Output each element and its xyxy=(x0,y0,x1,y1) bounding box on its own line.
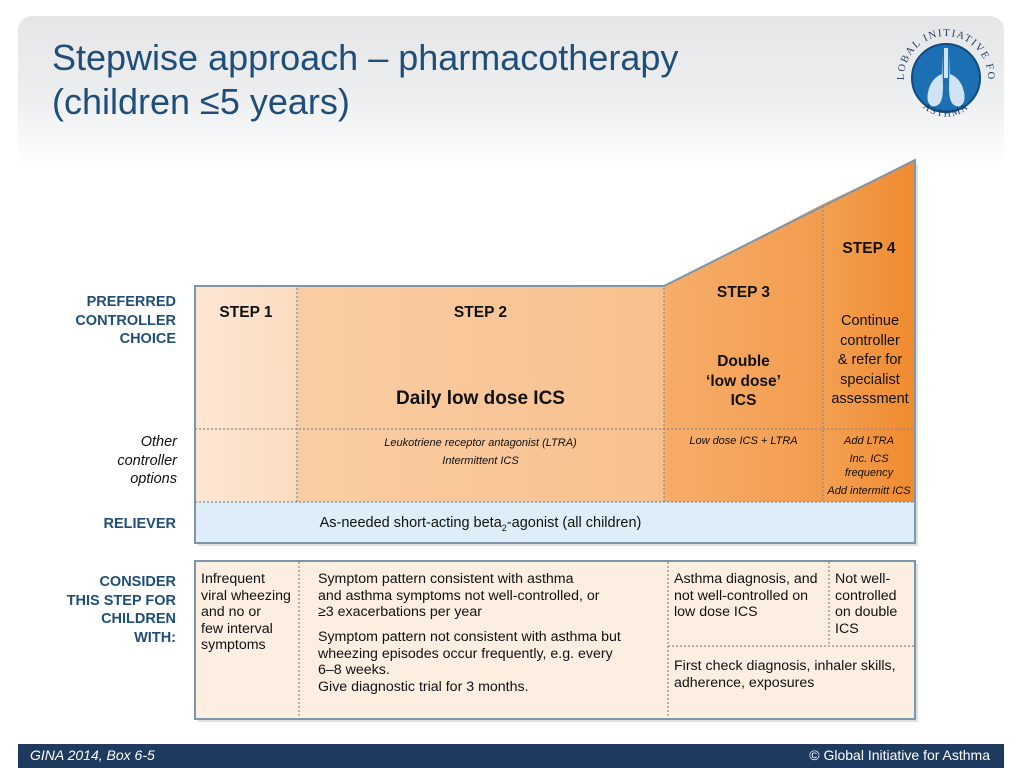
title-line-2: (children ≤5 years) xyxy=(52,81,350,122)
step3-column xyxy=(664,204,823,502)
label-line: controller xyxy=(117,452,177,469)
footer-source: GINA 2014, Box 6-5 xyxy=(30,747,155,763)
text-line: low dose ICS xyxy=(674,604,758,620)
consider-step4: Not well- controlled on double ICS xyxy=(835,571,915,637)
text-line: Symptom pattern consistent with asthma xyxy=(318,571,574,587)
footer-bar: GINA 2014, Box 6-5 © Global Initiative f… xyxy=(18,744,1004,768)
label-line: THIS STEP FOR xyxy=(66,592,176,609)
consider-step2-b: Symptom pattern not consistent with asth… xyxy=(318,629,663,695)
label-line: CHOICE xyxy=(119,331,176,347)
step2-other-options: Leukotriene receptor antagonist (LTRA) I… xyxy=(297,434,664,470)
text-line: on double xyxy=(835,604,898,620)
text-line: specialist xyxy=(840,371,900,388)
step3-heading: STEP 3 xyxy=(716,284,771,301)
text-line: Leukotriene receptor antagonist (LTRA) xyxy=(384,437,577,449)
consider-step2-a: Symptom pattern consistent with asthma a… xyxy=(318,571,663,621)
label-consider: CONSIDER THIS STEP FOR CHILDREN WITH: xyxy=(40,573,176,647)
label-other-controller: Other controller options xyxy=(40,433,177,489)
text-line: not well-controlled on xyxy=(674,587,809,604)
text-line: Intermittent ICS xyxy=(442,455,519,467)
reliever-subscript: 2 xyxy=(501,522,507,533)
text-line: 6–8 weeks. xyxy=(318,662,390,678)
label-preferred-controller: PREFERRED CONTROLLER CHOICE xyxy=(40,293,176,349)
text-line: Asthma diagnosis, and xyxy=(674,571,818,587)
text-line: Add LTRA xyxy=(844,435,894,447)
text-line: Continue xyxy=(840,313,900,329)
label-reliever: RELIEVER xyxy=(103,516,176,532)
reliever-text-main: As-needed short-acting beta xyxy=(319,515,502,531)
text-line: Infrequent xyxy=(201,571,265,587)
reliever-text: As-needed short-acting beta2-agonist (al… xyxy=(297,515,664,533)
text-line: Not well- xyxy=(835,571,891,587)
text-line: controller xyxy=(840,332,900,349)
text-line: and no or xyxy=(201,604,261,620)
lung-left-icon xyxy=(927,52,943,107)
text-line: frequency xyxy=(844,467,894,479)
label-line: CONSIDER xyxy=(99,574,176,590)
text-line: Symptom pattern not consistent with asth… xyxy=(318,629,621,645)
lung-right-icon xyxy=(949,52,965,107)
text-line: ≥3 exacerbations per year xyxy=(318,604,482,620)
consider-box xyxy=(194,560,916,720)
reliever-text-tail: -agonist (all children) xyxy=(506,515,642,531)
label-line: WITH: xyxy=(134,629,176,646)
consider-step1: Infrequent viral wheezing and no or few … xyxy=(201,571,299,654)
header-band xyxy=(18,16,1004,166)
label-line: CONTROLLER xyxy=(75,312,176,329)
step4-preferred: Continue controller & refer for speciali… xyxy=(823,312,917,410)
text-line: viral wheezing xyxy=(201,587,291,604)
text-line: adherence, exposures xyxy=(674,674,815,691)
text-line: symptoms xyxy=(201,637,266,653)
text-line: Double xyxy=(717,353,770,370)
label-line: options xyxy=(130,471,177,487)
text-line: & refer for xyxy=(837,352,903,368)
text-line: and asthma symptoms not well-controlled,… xyxy=(318,587,600,604)
consider-step34-first-check: First check diagnosis, inhaler skills, a… xyxy=(674,658,914,691)
text-line: few interval xyxy=(201,620,273,637)
footer-copyright: © Global Initiative for Asthma xyxy=(809,747,990,763)
step1-column xyxy=(195,286,297,502)
text-line: First check diagnosis, inhaler skills, xyxy=(674,658,896,674)
step3-other-options: Low dose ICS + LTRA xyxy=(689,435,798,447)
gina-logo: GLOBAL INITIATIVE FOR ASTHMA xyxy=(890,22,995,120)
reliever-band xyxy=(195,502,915,543)
text-line: assessment xyxy=(831,391,909,407)
step4-heading: STEP 4 xyxy=(842,240,896,257)
text-line: Add intermitt ICS xyxy=(827,485,911,497)
step4-other-options: Add LTRA Inc. ICS frequency Add intermit… xyxy=(823,434,915,498)
page-title: Stepwise approach – pharmacotherapy (chi… xyxy=(52,36,678,124)
title-line-1: Stepwise approach – pharmacotherapy xyxy=(52,37,679,78)
step2-preferred: Daily low dose ICS xyxy=(396,388,565,409)
text-line: ICS xyxy=(730,392,757,409)
label-line: PREFERRED xyxy=(86,294,176,310)
text-line: Give diagnostic trial for 3 months. xyxy=(318,678,529,695)
text-line: Inc. ICS xyxy=(849,453,889,465)
text-line: controlled xyxy=(835,587,897,604)
step2-column xyxy=(297,286,664,502)
consider-step3: Asthma diagnosis, and not well-controlle… xyxy=(674,571,829,621)
text-line: ‘low dose’ xyxy=(706,372,781,390)
step1-heading: STEP 1 xyxy=(219,304,273,321)
step3-preferred: Double ‘low dose’ ICS xyxy=(664,352,823,411)
step4-column xyxy=(823,160,915,502)
text-line: wheezing episodes occur frequently, e.g.… xyxy=(318,645,613,662)
text-line: ICS xyxy=(835,620,859,637)
label-line: CHILDREN xyxy=(101,611,176,627)
step2-heading: STEP 2 xyxy=(453,304,508,321)
label-line: Other xyxy=(140,434,177,450)
